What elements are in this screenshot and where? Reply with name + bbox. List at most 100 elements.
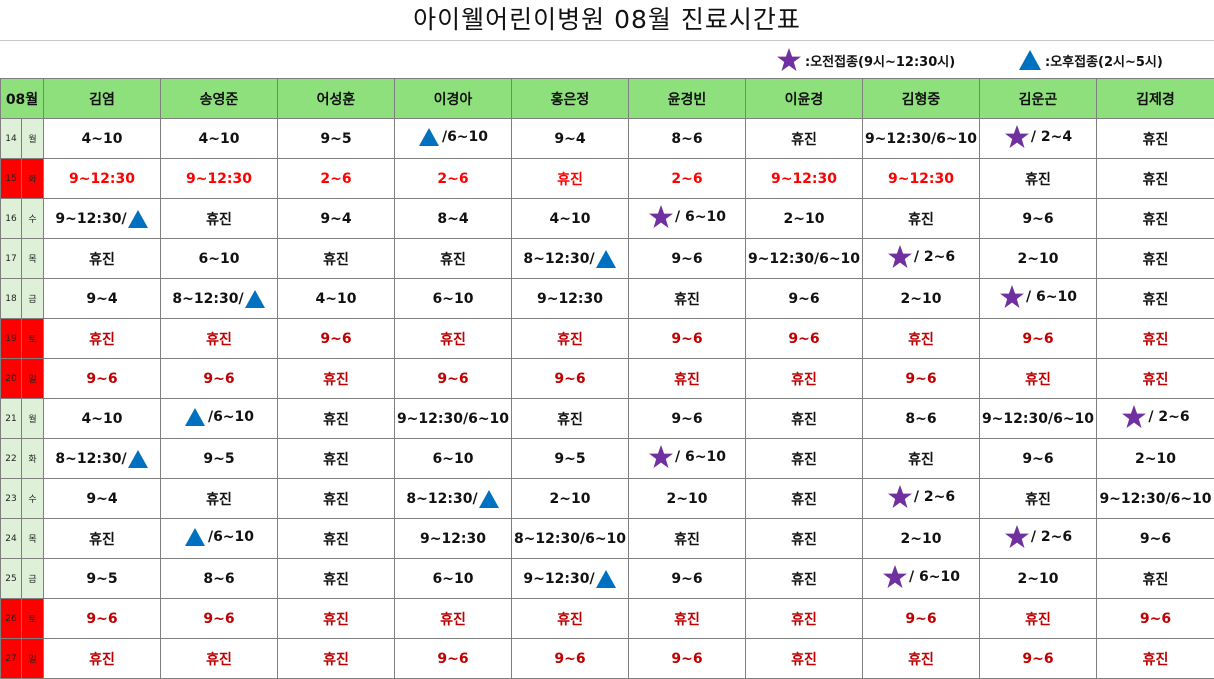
- cell-content: / 2~4: [1004, 124, 1072, 150]
- cell-content: 9~6: [905, 611, 936, 627]
- schedule-cell: 휴진: [862, 438, 980, 479]
- table-row: 22 화 8~12:30/9~5 휴진 6~10 9~5 / 6~10 휴진 휴진 9~6 2~10: [0, 438, 1214, 479]
- cell-hours: 휴진: [89, 251, 115, 268]
- schedule-cell: 9~12:30/6~10: [745, 238, 863, 279]
- cell-hours: 휴진: [323, 611, 349, 628]
- doctor-header: 김염: [43, 78, 161, 119]
- cell-hours: 휴진: [206, 211, 232, 228]
- legend-triangle-label: :오후접종(2시~5시): [1045, 54, 1163, 70]
- cell-hours: / 6~10: [1026, 288, 1077, 305]
- cell-content: 휴진: [1143, 569, 1169, 589]
- cell-hours: 9~6: [1022, 330, 1054, 347]
- row-weekday: 토: [21, 598, 44, 639]
- cell-hours: 휴진: [206, 491, 232, 508]
- schedule-cell: 8~6: [862, 398, 980, 439]
- cell-content: 휴진: [206, 649, 232, 669]
- cell-content: 휴진: [674, 529, 700, 549]
- row-date: 17: [0, 238, 22, 279]
- cell-content: 8~6: [203, 571, 234, 587]
- schedule-cell: 9~4: [43, 478, 161, 519]
- cell-hours: 휴진: [791, 571, 817, 588]
- cell-hours: 9~6: [320, 330, 352, 347]
- schedule-cell: 9~6: [979, 318, 1097, 359]
- schedule-cell: 9~12:30: [511, 278, 629, 319]
- cell-content: / 6~10: [648, 204, 726, 230]
- schedule-cell: 9~12:30/6~10: [394, 398, 512, 439]
- schedule-cell: 9~12:30/6~10: [979, 398, 1097, 439]
- cell-hours: 2~10: [549, 490, 591, 507]
- schedule-cell: 9~6: [511, 638, 629, 679]
- table-row: 23 수 9~4 휴진 휴진 8~12:30/2~10 2~10 휴진 / 2~6 휴진 9~12:…: [0, 478, 1214, 519]
- cell-hours: 휴진: [791, 651, 817, 668]
- doctor-header: 어성훈: [277, 78, 395, 119]
- schedule-cell: 휴진: [277, 438, 395, 479]
- cell-hours: 휴진: [1142, 251, 1169, 268]
- schedule-cell: 휴진: [394, 318, 512, 359]
- schedule-cell: 휴진: [745, 118, 863, 159]
- cell-hours: 휴진: [908, 331, 934, 348]
- cell-content: 9~12:30/6~10: [982, 411, 1094, 427]
- schedule-cell: / 2~6: [979, 518, 1097, 559]
- legend-afternoon-vaccination: :오후접종(2시~5시): [1018, 47, 1163, 73]
- cell-content: 8~6: [905, 411, 936, 427]
- schedule-cell: 6~10: [394, 278, 512, 319]
- schedule-cell: 2~6: [394, 158, 512, 199]
- cell-content: 휴진: [557, 329, 583, 349]
- schedule-cell: / 6~10: [628, 438, 746, 479]
- cell-content: 4~10: [82, 131, 123, 147]
- schedule-cell: 휴진: [745, 518, 863, 559]
- cell-content: 4~10: [550, 211, 591, 227]
- cell-content: 휴진: [323, 249, 349, 269]
- row-weekday: 금: [21, 558, 44, 599]
- cell-content: 9~4: [320, 211, 351, 227]
- row-weekday: 일: [21, 638, 44, 679]
- row-date: 16: [0, 198, 22, 239]
- cell-hours: / 2~4: [1030, 128, 1073, 145]
- cell-hours: / 6~10: [909, 568, 960, 585]
- schedule-cell: 9~6: [628, 558, 746, 599]
- triangle-icon: [127, 209, 148, 228]
- triangle-icon: [184, 407, 205, 426]
- schedule-cell: 9~5: [511, 438, 629, 479]
- cell-content: 9~6: [554, 371, 585, 387]
- cell-hours: 9~12:30: [185, 170, 253, 187]
- schedule-cell: 9~6: [979, 438, 1097, 479]
- schedule-cell: 4~10: [43, 398, 161, 439]
- cell-hours: 2~10: [783, 210, 825, 227]
- cell-hours: 4~10: [81, 130, 123, 147]
- schedule-cell: /6~10: [394, 118, 512, 159]
- row-date: 21: [0, 398, 22, 439]
- star-icon: [1122, 404, 1147, 428]
- cell-hours: 9~12:30/6~10: [1099, 490, 1212, 507]
- schedule-cell: 휴진: [277, 558, 395, 599]
- schedule-cell: / 2~6: [862, 238, 980, 279]
- cell-content: / 6~10: [999, 284, 1077, 310]
- cell-hours: 9~12:30: [770, 170, 838, 187]
- cell-content: 8~12:30/6~10: [514, 531, 626, 547]
- cell-content: 휴진: [791, 369, 817, 389]
- cell-hours: 휴진: [557, 611, 583, 628]
- cell-content: / 2~6: [1121, 404, 1190, 430]
- doctor-header: 홍은정: [511, 78, 629, 119]
- cell-content: 휴진: [89, 649, 115, 669]
- cell-hours: 9~5: [320, 130, 352, 147]
- cell-content: 휴진: [89, 329, 115, 349]
- schedule-cell: 휴진: [277, 398, 395, 439]
- cell-hours: 9~6: [671, 650, 703, 667]
- schedule-cell: 9~4: [43, 278, 161, 319]
- schedule-cell: 휴진: [277, 518, 395, 559]
- cell-content: 휴진: [1025, 489, 1051, 509]
- row-date: 22: [0, 438, 22, 479]
- cell-hours: 9~6: [671, 570, 703, 587]
- cell-hours: 6~10: [198, 250, 240, 267]
- schedule-cell: /6~10: [160, 518, 278, 559]
- schedule-cell: 9~6: [43, 358, 161, 399]
- cell-hours: 휴진: [1142, 371, 1169, 388]
- cell-hours: 9~12:30/6~10: [396, 410, 510, 427]
- cell-content: 9~6: [1022, 451, 1053, 467]
- cell-hours: 9~5: [554, 450, 586, 467]
- cell-content: 9~6: [437, 371, 468, 387]
- row-date: 24: [0, 518, 22, 559]
- schedule-cell: 9~6: [43, 598, 161, 639]
- cell-hours: / 2~6: [1030, 528, 1073, 545]
